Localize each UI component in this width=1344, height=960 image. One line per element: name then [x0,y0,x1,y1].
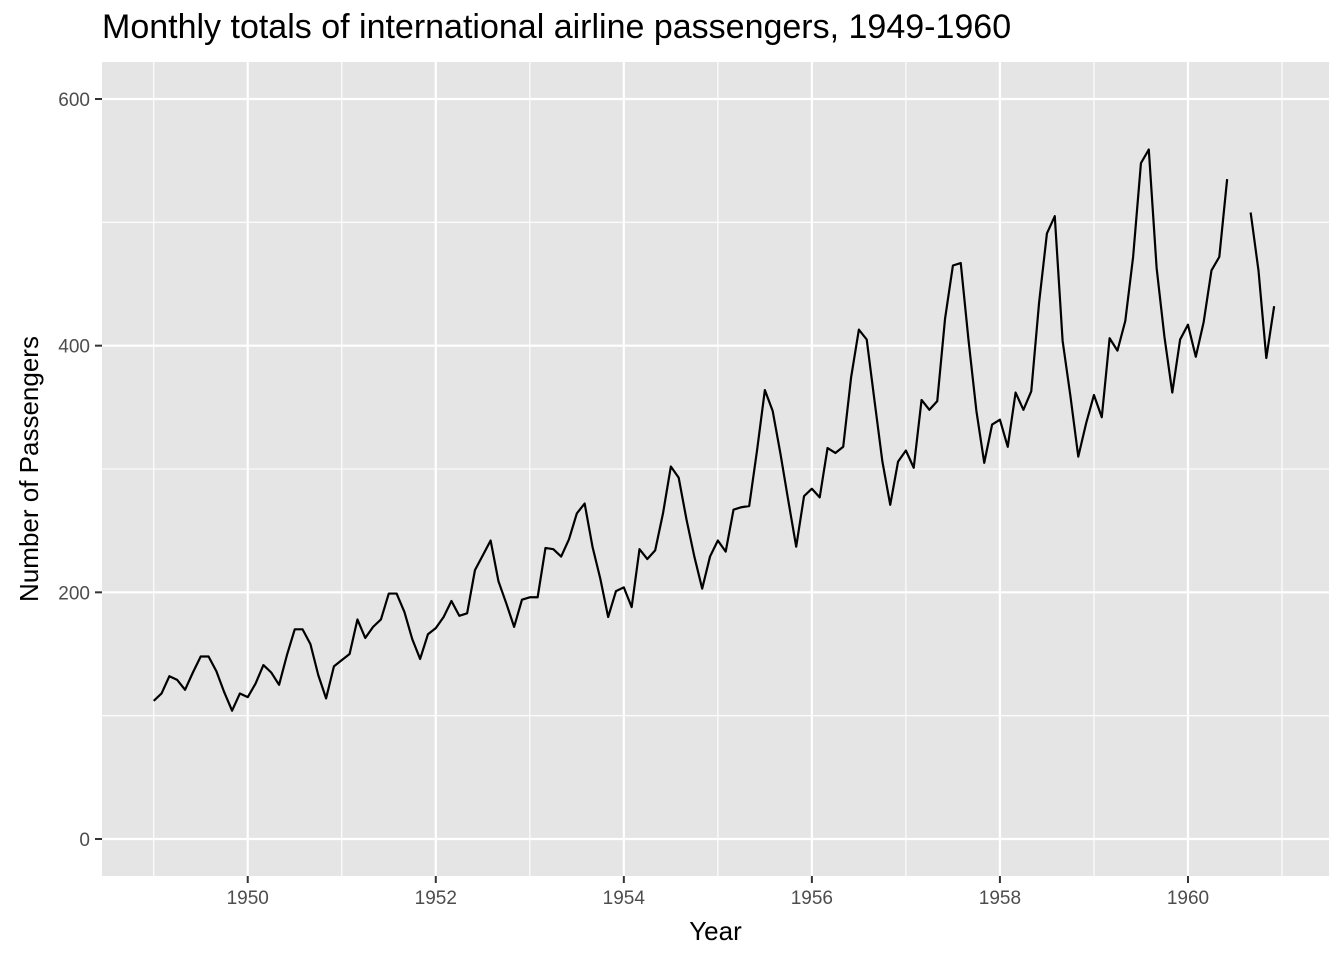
series-line [152,148,1276,712]
x-axis-title: Year [689,916,742,946]
x-tick-label: 1958 [979,888,1021,909]
y-tick-label: 400 [58,337,90,358]
x-tick-label: 1954 [603,888,646,909]
x-tick-label: 1952 [415,888,457,909]
axis-ticks [95,98,1189,883]
x-tick-label: 1956 [791,888,833,909]
minor-gridlines [102,62,1329,876]
major-gridlines [102,62,1329,876]
y-tick-label: 200 [58,583,90,604]
series-layer [152,148,1276,712]
x-tick-label: 1960 [1167,888,1209,909]
tick-labels: 1950 1952 1954 1956 1958 1960 0 200 400 600 [58,90,1209,909]
chart-title: Monthly totals of international airline … [102,8,1012,46]
y-axis-title: Number of Passengers [14,336,44,602]
y-tick-label: 600 [58,90,90,111]
x-tick-label: 1950 [227,888,269,909]
y-tick-label: 0 [79,830,90,851]
